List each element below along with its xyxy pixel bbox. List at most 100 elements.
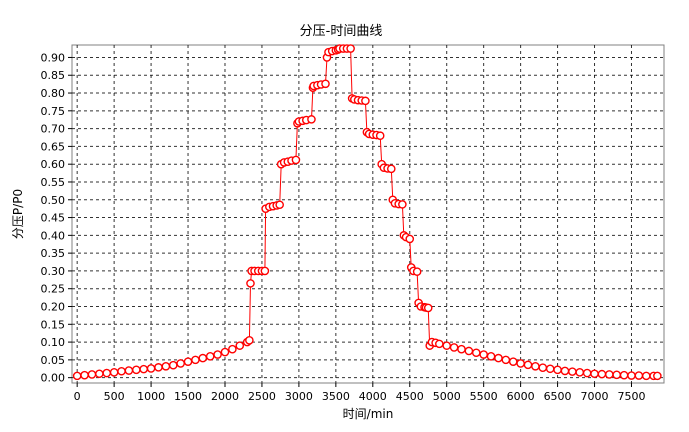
x-tick-label: 2000 bbox=[211, 390, 239, 403]
data-point bbox=[198, 353, 208, 363]
x-tick-label: 7000 bbox=[581, 390, 609, 403]
data-point bbox=[605, 370, 614, 379]
y-axis-ticks: 0.00 0.05 0.10 0.15 0.20 0.25 0.30 0.35 0.40 0.45… bbox=[41, 51, 72, 385]
data-point bbox=[154, 363, 163, 372]
data-point bbox=[205, 352, 215, 361]
data-point bbox=[479, 350, 488, 359]
data-point bbox=[494, 353, 503, 363]
data-point bbox=[275, 200, 284, 210]
data-point bbox=[412, 267, 422, 276]
data-point bbox=[307, 115, 316, 124]
data-point bbox=[375, 131, 385, 141]
x-axis-ticks: 0 500 1000 1500 2000 2500 3000 3500 4000 4500 5000… bbox=[74, 383, 645, 403]
data-point bbox=[131, 365, 141, 375]
data-point bbox=[560, 366, 570, 376]
data-point bbox=[291, 155, 301, 165]
chart-title: 分压-时间曲线 bbox=[300, 24, 383, 39]
data-point bbox=[146, 364, 156, 373]
x-tick-label: 3500 bbox=[322, 390, 350, 403]
data-point bbox=[597, 369, 607, 379]
x-tick-label: 6500 bbox=[544, 390, 572, 403]
x-tick-label: 1500 bbox=[174, 390, 202, 403]
x-tick-label: 5000 bbox=[433, 390, 461, 403]
data-point bbox=[191, 355, 200, 365]
data-point bbox=[109, 368, 119, 377]
data-point bbox=[582, 368, 592, 378]
data-point bbox=[228, 344, 237, 354]
data-point bbox=[80, 370, 89, 380]
x-tick-label: 500 bbox=[104, 390, 125, 403]
x-tick-label: 0 bbox=[74, 390, 81, 403]
data-point bbox=[398, 200, 407, 209]
data-point bbox=[627, 371, 636, 380]
y-tick-label: 0.65 bbox=[41, 140, 66, 153]
data-point bbox=[87, 370, 97, 379]
data-point bbox=[183, 357, 193, 366]
data-point bbox=[641, 371, 651, 381]
data-point bbox=[405, 234, 415, 244]
y-tick-label: 0.85 bbox=[41, 69, 66, 82]
data-point bbox=[102, 368, 112, 378]
grid bbox=[72, 45, 664, 383]
data-point bbox=[321, 79, 330, 89]
y-tick-label: 0.55 bbox=[41, 176, 66, 189]
data-point bbox=[553, 365, 562, 375]
data-point bbox=[423, 303, 433, 313]
data-point bbox=[464, 346, 474, 356]
data-point bbox=[95, 369, 104, 379]
data-point bbox=[575, 368, 585, 377]
y-tick-label: 0.70 bbox=[41, 123, 66, 136]
x-tick-label: 1000 bbox=[137, 390, 165, 403]
data-point bbox=[386, 164, 396, 174]
data-point bbox=[220, 347, 230, 357]
data-point bbox=[590, 369, 599, 379]
plot-area bbox=[71, 44, 665, 384]
y-tick-label: 0.60 bbox=[41, 158, 66, 171]
y-tick-label: 0.75 bbox=[41, 105, 66, 118]
x-tick-label: 4500 bbox=[396, 390, 424, 403]
series-layer bbox=[72, 44, 662, 381]
data-point bbox=[612, 370, 621, 380]
data-point bbox=[168, 360, 178, 370]
y-tick-label: 0.25 bbox=[41, 283, 66, 296]
y-tick-label: 0.90 bbox=[41, 51, 66, 64]
y-tick-label: 0.45 bbox=[41, 212, 66, 225]
data-point bbox=[124, 366, 134, 375]
data-point bbox=[361, 96, 370, 106]
data-point bbox=[545, 364, 555, 374]
x-tick-label: 5500 bbox=[470, 390, 498, 403]
data-point bbox=[346, 44, 355, 53]
y-tick-label: 0.35 bbox=[41, 247, 66, 260]
data-point bbox=[435, 339, 444, 349]
data-point bbox=[471, 348, 481, 358]
data-point bbox=[176, 359, 185, 368]
data-point bbox=[260, 266, 270, 276]
y-axis-label: 分压P/P0 bbox=[11, 189, 25, 239]
y-tick-label: 0.15 bbox=[41, 318, 66, 331]
data-point bbox=[457, 344, 466, 354]
data-point bbox=[568, 367, 577, 376]
data-point bbox=[235, 341, 245, 350]
data-point bbox=[508, 357, 518, 366]
y-tick-label: 0.20 bbox=[41, 301, 66, 314]
x-tick-label: 3000 bbox=[285, 390, 313, 403]
x-tick-label: 7500 bbox=[617, 390, 645, 403]
data-point bbox=[516, 359, 525, 368]
data-point bbox=[442, 341, 452, 350]
y-tick-label: 0.80 bbox=[41, 87, 66, 100]
data-point bbox=[246, 279, 255, 288]
data-point bbox=[538, 363, 548, 373]
x-tick-label: 4000 bbox=[359, 390, 387, 403]
data-point bbox=[72, 371, 82, 381]
x-axis-label: 时间/min bbox=[343, 407, 394, 421]
data-point bbox=[486, 352, 496, 361]
data-point bbox=[523, 360, 533, 370]
y-tick-label: 0.30 bbox=[41, 265, 66, 278]
data-point bbox=[619, 370, 629, 380]
data-point bbox=[245, 336, 254, 345]
y-tick-label: 0.10 bbox=[41, 336, 66, 349]
data-point bbox=[213, 350, 222, 359]
data-point bbox=[117, 366, 126, 376]
data-point bbox=[139, 364, 148, 374]
